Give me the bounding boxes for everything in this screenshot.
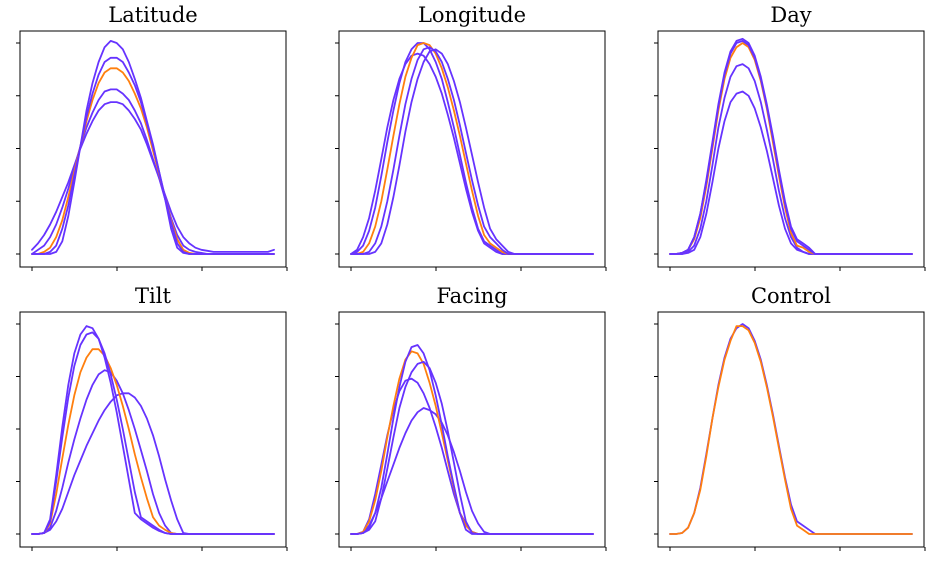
series-line-reference bbox=[31, 348, 275, 535]
series-line-reference bbox=[669, 325, 913, 535]
panel-title: Control bbox=[751, 284, 831, 308]
chart-panel: Control bbox=[654, 284, 926, 551]
series-line-variant bbox=[669, 323, 913, 535]
series-line-variant bbox=[31, 101, 275, 253]
series-line-variant bbox=[31, 56, 275, 255]
chart-panel: Latitude bbox=[16, 3, 288, 271]
chart-panel: Longitude bbox=[335, 3, 607, 271]
series-line-variant bbox=[669, 40, 913, 255]
series-line-variant bbox=[669, 37, 913, 255]
series-line-reference bbox=[350, 350, 594, 535]
axes-frame bbox=[657, 311, 925, 548]
series-line-variant bbox=[31, 88, 275, 255]
chart-panel: Day bbox=[654, 3, 926, 271]
panel-title: Latitude bbox=[108, 3, 197, 27]
panel-title: Tilt bbox=[135, 284, 171, 308]
series-line-reference bbox=[669, 42, 913, 255]
series-line-variant bbox=[31, 40, 275, 255]
series-line-variant bbox=[350, 360, 594, 535]
panel-title: Day bbox=[770, 3, 811, 27]
series-line-variant bbox=[350, 48, 594, 255]
chart-panel: Facing bbox=[335, 284, 607, 551]
series-line-variant bbox=[31, 325, 275, 535]
panel-title: Facing bbox=[436, 284, 507, 308]
panel-title: Longitude bbox=[418, 3, 526, 27]
chart-panel: Tilt bbox=[16, 284, 288, 551]
